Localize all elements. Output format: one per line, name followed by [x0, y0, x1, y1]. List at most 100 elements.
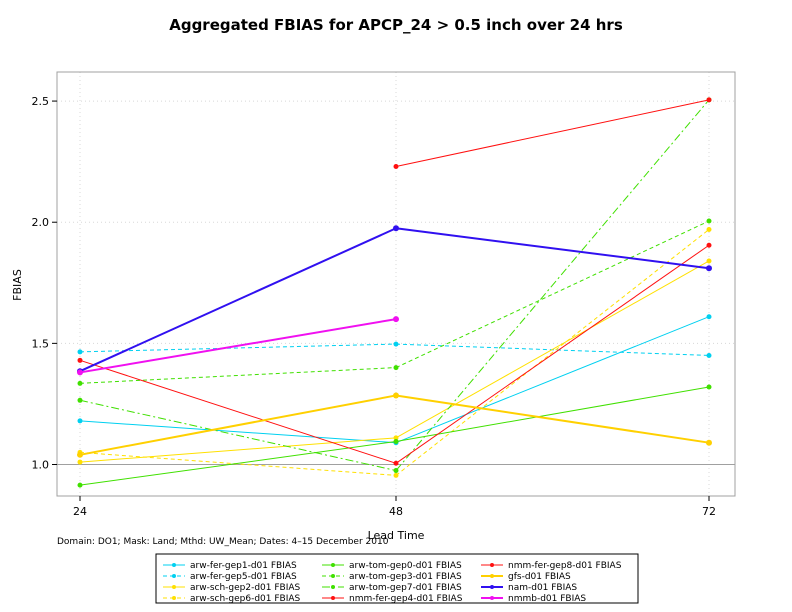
- legend-item: nmm-fer-gep8-d01 FBIAS: [481, 561, 622, 571]
- legend-item: arw-fer-gep5-d01 FBIAS: [163, 572, 297, 582]
- chart-title: Aggregated FBIAS for APCP_24 > 0.5 inch …: [169, 16, 623, 34]
- data-point: [393, 316, 399, 323]
- legend-label: arw-sch-gep6-d01 FBIAS: [190, 594, 301, 604]
- y-tick-label: 2.5: [32, 95, 50, 108]
- legend-item: arw-tom-gep7-d01 FBIAS: [322, 583, 462, 593]
- series-line-segment: [395, 99, 710, 167]
- series-line-segment: [79, 367, 397, 384]
- legend-item: nmmb-d01 FBIAS: [481, 594, 586, 604]
- legend-item: arw-tom-gep0-d01 FBIAS: [322, 561, 462, 571]
- data-point: [77, 380, 83, 386]
- legend-label: arw-fer-gep1-d01 FBIAS: [190, 561, 297, 571]
- data-point: [706, 218, 712, 224]
- series-arw-tom-gep0-d01: [77, 384, 712, 488]
- series-line-segment: [79, 359, 397, 464]
- legend-label: arw-tom-gep3-d01 FBIAS: [349, 572, 462, 582]
- data-point: [393, 460, 399, 466]
- series-line-segment: [395, 229, 710, 476]
- series-line-segment: [79, 451, 397, 476]
- series-line-segment: [395, 394, 710, 444]
- series-line-segment: [395, 227, 710, 270]
- y-tick-label: 2.0: [32, 216, 50, 229]
- legend-swatch-marker: [490, 563, 494, 567]
- legend-item: arw-tom-gep3-d01 FBIAS: [322, 572, 462, 582]
- data-point: [393, 435, 399, 441]
- legend-swatch-marker: [331, 596, 335, 600]
- x-tick-label: 72: [702, 505, 716, 518]
- legend-item: nmm-fer-gep4-d01 FBIAS: [322, 594, 463, 604]
- legend-swatch-marker: [331, 574, 335, 578]
- data-point: [706, 265, 712, 272]
- y-tick-label: 1.0: [32, 459, 50, 472]
- data-point: [77, 482, 83, 488]
- series-nmmb-d01: [77, 316, 399, 376]
- series-line-segment: [79, 437, 397, 463]
- data-point: [393, 163, 399, 169]
- series-line-segment: [395, 386, 710, 442]
- legend-label: nmm-fer-gep8-d01 FBIAS: [508, 561, 622, 571]
- legend-label: arw-tom-gep0-d01 FBIAS: [349, 561, 462, 571]
- caption: Domain: DO1; Mask: Land; Mthd: UW_Mean; …: [57, 537, 389, 547]
- data-point: [393, 341, 399, 347]
- series-arw-sch-gep2-d01: [77, 258, 712, 465]
- data-point: [706, 226, 712, 232]
- y-axis-title: FBIAS: [11, 269, 24, 301]
- legend-label: arw-tom-gep7-d01 FBIAS: [349, 583, 462, 593]
- legend-swatch-marker: [172, 585, 176, 589]
- series-nam-d01: [77, 225, 712, 375]
- legend-label: arw-sch-gep2-d01 FBIAS: [190, 583, 301, 593]
- series-line-segment: [395, 260, 710, 439]
- data-point: [77, 418, 83, 424]
- data-point: [393, 472, 399, 478]
- x-axis-title: Lead Time: [368, 529, 425, 542]
- data-point: [706, 97, 712, 103]
- data-point: [706, 242, 712, 248]
- data-point: [77, 451, 83, 458]
- data-point: [77, 397, 83, 403]
- legend-swatch-marker: [172, 596, 176, 600]
- legend-swatch-marker: [172, 574, 176, 578]
- legend-swatch-marker: [331, 585, 335, 589]
- series-line-segment: [79, 394, 397, 456]
- legend-label: gfs-d01 FBIAS: [508, 572, 571, 582]
- legend-swatch-marker: [172, 563, 176, 567]
- series-line-segment: [79, 227, 397, 373]
- series-group: [77, 97, 712, 488]
- series-line-segment: [79, 440, 397, 486]
- data-point: [393, 468, 399, 474]
- data-point: [393, 225, 399, 232]
- series-line-segment: [79, 343, 397, 353]
- legend-box: [155, 553, 639, 604]
- legend-item: arw-sch-gep6-d01 FBIAS: [163, 594, 301, 604]
- axes: 1.0 1.5 2.0 2.5 24 48 72: [32, 95, 735, 518]
- series-nmm-fer-gep8-d01: [393, 97, 712, 169]
- grid: [57, 72, 735, 496]
- series-line-segment: [395, 244, 710, 464]
- data-point: [393, 392, 399, 399]
- data-point: [77, 369, 83, 376]
- data-point: [706, 384, 712, 390]
- data-point: [706, 314, 712, 320]
- data-point: [77, 349, 83, 355]
- y-tick-label: 1.5: [32, 337, 50, 350]
- legend-swatch-marker: [490, 585, 494, 589]
- series-line-segment: [79, 420, 397, 444]
- data-point: [393, 365, 399, 371]
- legend-item: gfs-d01 FBIAS: [481, 572, 571, 582]
- series-line-segment: [395, 316, 710, 444]
- x-tick-label: 24: [73, 505, 87, 518]
- legend-swatch-marker: [331, 563, 335, 567]
- series-nmm-fer-gep4-d01: [77, 242, 712, 466]
- legend-label: arw-fer-gep5-d01 FBIAS: [190, 572, 297, 582]
- series-arw-fer-gep5-d01: [77, 341, 712, 358]
- series-line-segment: [79, 318, 397, 374]
- legend-item: arw-fer-gep1-d01 FBIAS: [163, 561, 297, 571]
- data-point: [706, 439, 712, 446]
- legend-item: arw-sch-gep2-d01 FBIAS: [163, 583, 301, 593]
- legend-label: nam-d01 FBIAS: [508, 583, 577, 593]
- data-point: [77, 459, 83, 465]
- legend-label: nmm-fer-gep4-d01 FBIAS: [349, 594, 463, 604]
- series-arw-tom-gep7-d01: [77, 97, 712, 474]
